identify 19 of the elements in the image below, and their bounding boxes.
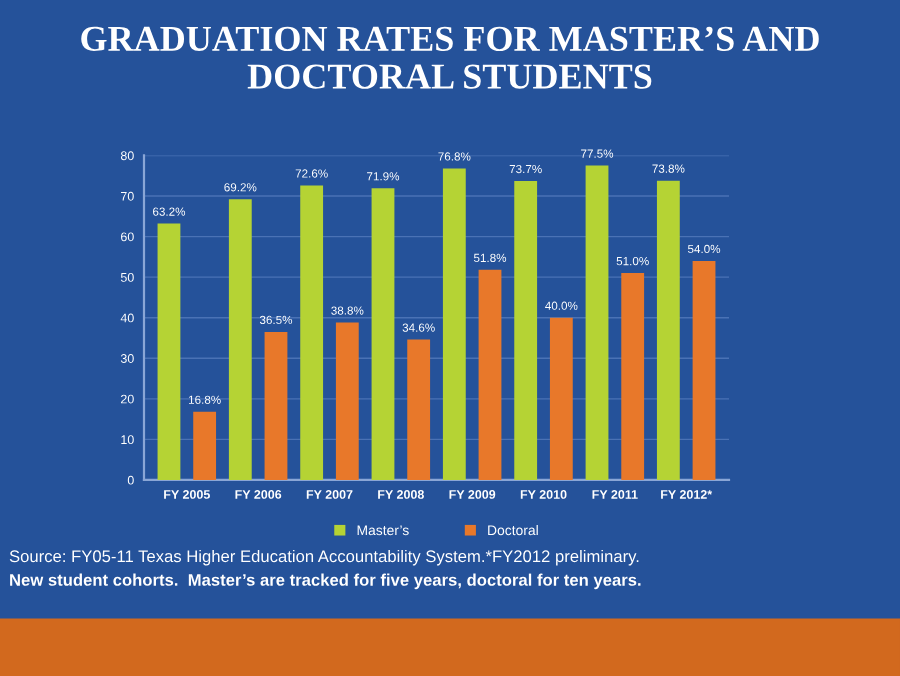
- bar: [656, 180, 680, 480]
- bar: [442, 168, 466, 480]
- bar: [514, 181, 538, 480]
- bar: [371, 188, 395, 480]
- source-note: Source: FY05-11 Texas Higher Education Accountability System.*FY2012 preliminary.: [9, 549, 639, 566]
- bar: [228, 199, 252, 480]
- bar: [407, 339, 431, 480]
- bar: [585, 165, 609, 480]
- chart-title: GRADUATION RATES FOR MASTER’S AND DOCTORAL STUDENTS: [81, 26, 819, 89]
- bar: [264, 331, 288, 480]
- text: New student cohorts. Master’s are tracked for five years, doctoral for ten years.: [10, 573, 641, 590]
- bar: [621, 273, 645, 480]
- bar: [478, 269, 502, 480]
- bar: [335, 322, 359, 480]
- bar: [300, 185, 324, 480]
- bar: [193, 411, 217, 480]
- bar: [157, 223, 181, 480]
- bar: [549, 317, 573, 480]
- bar: [692, 260, 716, 480]
